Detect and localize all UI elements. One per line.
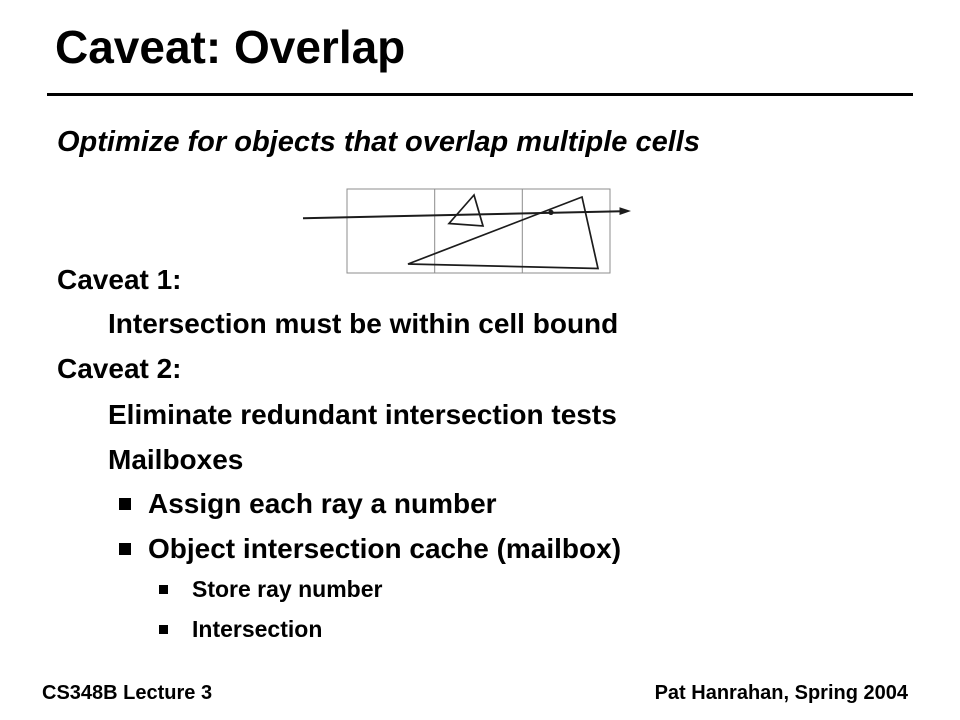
footer-course-label: CS348B Lecture 3 — [42, 682, 213, 704]
large-triangle — [407, 195, 600, 270]
bullet-item-intersection: Intersection — [159, 616, 322, 642]
grid-outline — [346, 188, 611, 274]
bullet-square-icon — [119, 498, 131, 510]
small-triangle — [447, 193, 485, 227]
bullet-item-label: Store ray number — [192, 576, 383, 602]
bullet-item-assign-ray-number: Assign each ray a number — [119, 488, 497, 520]
footer-author-label: Pat Hanrahan, Spring 2004 — [654, 682, 908, 704]
bullet-square-icon — [119, 543, 131, 555]
body-line-label: Eliminate redundant intersection tests — [108, 399, 617, 430]
bullet-item-label: Intersection — [192, 616, 323, 642]
slide-subtitle: Optimize for objects that overlap multip… — [57, 126, 700, 158]
body-line-caveat-1-detail: Intersection must be within cell bound — [108, 308, 618, 340]
body-line-caveat-2-detail: Eliminate redundant intersection tests — [108, 399, 617, 431]
bullet-item-label: Object intersection cache (mailbox) — [148, 533, 622, 564]
bullet-item-store-ray-number: Store ray number — [159, 576, 382, 602]
body-line-caveat-1: Caveat 1: — [57, 264, 182, 296]
body-line-caveat-2: Caveat 2: — [57, 353, 182, 385]
body-line-label: Caveat 1: — [57, 264, 182, 295]
ray-line — [302, 210, 623, 220]
title-underline — [47, 93, 913, 96]
grid-overlap-diagram — [302, 188, 631, 274]
slide-footer: CS348B Lecture 3 Pat Hanrahan, Spring 20… — [0, 682, 960, 708]
bullet-item-intersection-cache: Object intersection cache (mailbox) — [119, 533, 621, 565]
body-line-label: Caveat 2: — [57, 353, 182, 384]
bullet-square-icon — [159, 584, 168, 594]
grid-cell-dividers — [434, 189, 523, 273]
ray-arrowhead-icon — [619, 207, 631, 215]
body-line-mailboxes: Mailboxes — [108, 444, 243, 476]
intersection-dot — [548, 209, 554, 215]
body-line-label: Mailboxes — [108, 444, 244, 475]
slide-title: Caveat: Overlap — [55, 21, 406, 73]
bullet-square-icon — [159, 624, 168, 634]
bullet-item-label: Assign each ray a number — [148, 488, 497, 519]
body-line-label: Intersection must be within cell bound — [108, 308, 619, 339]
